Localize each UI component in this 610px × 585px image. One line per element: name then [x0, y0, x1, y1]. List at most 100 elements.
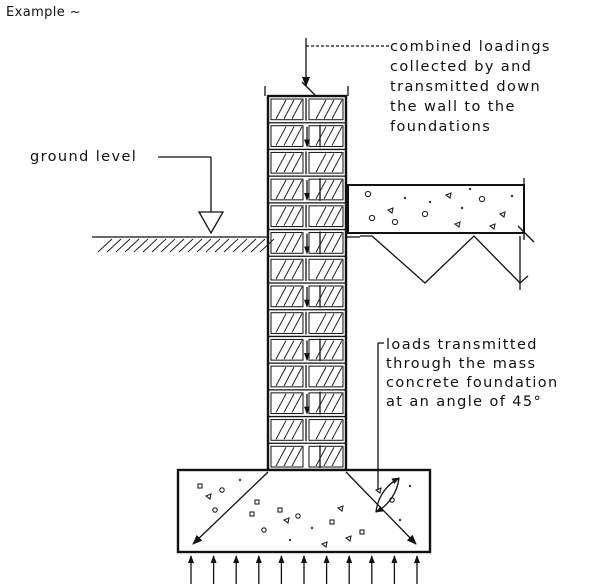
brick-hatch: [291, 447, 303, 467]
brick: [308, 98, 344, 121]
aggregate-speck: [478, 195, 486, 203]
ground-hatch: [196, 238, 212, 253]
ground-hatch: [169, 238, 185, 253]
aggregate-speck: [336, 505, 344, 512]
brick: [308, 392, 344, 415]
aggregate-speck: [453, 221, 461, 228]
brick-hatch: [275, 126, 287, 146]
brick-hatch: [331, 340, 343, 360]
brick-hatch: [275, 153, 287, 173]
brick-hatch: [323, 126, 335, 146]
brick-hatch: [323, 99, 335, 119]
brick-hatch: [291, 420, 303, 440]
brick: [308, 178, 344, 201]
brick-hatch: [331, 447, 343, 467]
brick-hatch: [291, 233, 303, 253]
brick-hatch: [331, 260, 343, 280]
brick: [270, 232, 304, 254]
aggregate-speck: [295, 513, 301, 519]
brick-hatch: [275, 340, 287, 360]
brick-hatch: [283, 393, 295, 413]
brick-hatch: [315, 340, 327, 360]
brick: [308, 285, 344, 308]
ground-hatch: [187, 238, 203, 253]
brick-hatch: [275, 233, 287, 253]
brick-hatch: [291, 206, 303, 226]
aggregate-speck: [359, 529, 365, 535]
ground-hatch: [124, 238, 140, 253]
brick-hatch: [283, 420, 295, 440]
aggregate-speck: [249, 511, 255, 517]
brick-hatch: [315, 233, 327, 253]
brick-hatch: [283, 260, 295, 280]
brick-hatch: [275, 447, 287, 467]
top-annotation-line-2: collected by and: [390, 59, 532, 75]
ground-hatch: [178, 238, 194, 253]
brick: [270, 419, 304, 441]
brick: [308, 338, 344, 361]
aggregate-speck: [277, 507, 283, 513]
ground-hatch: [142, 238, 158, 253]
brick-hatch: [283, 179, 295, 200]
brick-hatch: [315, 153, 327, 173]
brick-hatch: [331, 393, 343, 413]
top-annotation: combined loadings collected by and trans…: [390, 39, 551, 135]
brick-hatch: [291, 313, 303, 333]
brick: [308, 365, 344, 388]
brick-hatch: [331, 206, 343, 226]
brick-hatch: [323, 447, 335, 467]
aggregate-speck: [288, 538, 292, 542]
ground-hatch: [151, 238, 167, 253]
brick-hatch: [331, 99, 343, 119]
bottom-annotation-line-3: concrete foundation: [386, 375, 559, 391]
brick: [270, 98, 304, 121]
brick-hatch: [275, 286, 287, 306]
brick-hatch: [323, 286, 335, 306]
brick-hatch: [315, 447, 327, 467]
aggregate-speck: [238, 478, 242, 482]
aggregate-speck: [403, 196, 407, 200]
brick-hatch: [331, 233, 343, 253]
ground-hatch: [133, 238, 149, 253]
ground-hatch: [241, 238, 257, 253]
load-arrow-top: [302, 38, 390, 87]
brick-hatch: [283, 99, 295, 119]
bottom-annotation-line-1: loads transmitted: [386, 337, 538, 353]
aggregate-speck: [197, 483, 203, 489]
brick-hatch: [323, 260, 335, 280]
brick-hatch: [331, 179, 343, 200]
brick-hatch: [323, 153, 335, 173]
brick-hatch: [331, 153, 343, 173]
aggregate-speck: [254, 499, 260, 505]
top-annotation-line-1: combined loadings: [390, 39, 551, 55]
brick-hatch: [275, 313, 287, 333]
brick: [270, 285, 304, 308]
brick-hatch: [331, 366, 343, 387]
ground-level-annotation: ground level: [30, 149, 225, 235]
top-annotation-line-3: transmitted down: [390, 79, 541, 95]
brick-hatch: [283, 206, 295, 226]
brick-hatch: [291, 260, 303, 280]
brick: [270, 338, 304, 361]
brick-hatch: [331, 313, 343, 333]
brick-hatch: [315, 99, 327, 119]
brick-hatch: [315, 286, 327, 306]
aggregate-speck: [320, 541, 328, 548]
brick-hatch: [323, 393, 335, 413]
aggregate-speck: [368, 214, 376, 222]
brick-hatch: [283, 233, 295, 253]
aggregate-speck: [488, 223, 496, 230]
ground-hatch: [259, 238, 275, 253]
brick-hatch: [275, 179, 287, 200]
ground-hatch: [106, 238, 122, 253]
brick-hatch: [315, 366, 327, 387]
diagram-title: Example ~: [6, 5, 81, 20]
brick-hatch: [291, 340, 303, 360]
aggregate-speck: [261, 527, 267, 533]
aggregate-speck: [408, 484, 412, 488]
brick-hatch: [331, 420, 343, 440]
aggregate-speck: [219, 487, 225, 493]
brick-hatch: [315, 206, 327, 226]
aggregate-speck: [444, 192, 452, 199]
brick: [270, 151, 304, 174]
